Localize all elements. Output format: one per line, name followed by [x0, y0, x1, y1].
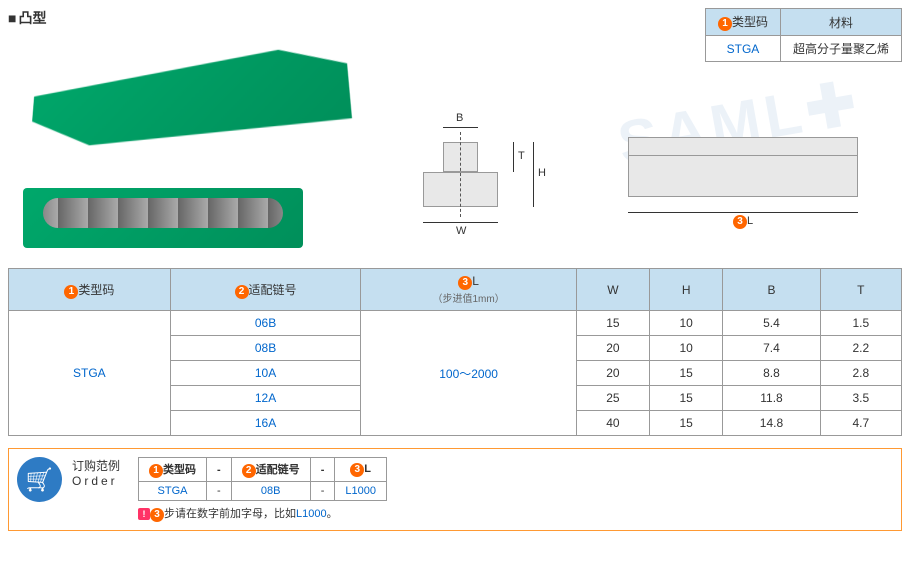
mat-cell-material: 超高分子量聚乙烯: [780, 36, 901, 62]
th-type: 1类型码: [9, 269, 171, 311]
th-chain: 2适配链号: [170, 269, 361, 311]
th-l: 3L（步进值1mm）: [361, 269, 576, 311]
order-table: 1类型码 - 2适配链号 - 3L STGA - 08B - L1000: [138, 457, 387, 501]
technical-diagram: B W T H 3L: [398, 72, 902, 242]
th-b: B: [723, 269, 820, 311]
th-h: H: [650, 269, 723, 311]
table-row: STGA06B100～200015105.41.5: [9, 311, 902, 336]
cart-icon: [17, 457, 62, 502]
product-render-top: [23, 53, 343, 143]
order-note: !3步请在数字前加字母，比如L1000。: [138, 505, 387, 522]
mat-header-material: 材料: [780, 9, 901, 36]
order-label-en: Order: [72, 474, 120, 488]
order-label-cn: 订购范例: [72, 457, 120, 474]
section-title: 凸型: [8, 8, 388, 28]
th-t: T: [820, 269, 901, 311]
product-image-panel: 凸型: [8, 8, 388, 253]
material-table: 1类型码 材料 STGA 超高分子量聚乙烯: [705, 8, 902, 62]
th-w: W: [576, 269, 649, 311]
spec-table: 1类型码 2适配链号 3L（步进值1mm） W H B T STGA06B100…: [8, 268, 902, 436]
mat-cell-type: STGA: [705, 36, 780, 62]
order-example-box: 订购范例 Order 1类型码 - 2适配链号 - 3L STGA - 08B …: [8, 448, 902, 531]
mat-header-type: 1类型码: [705, 9, 780, 36]
product-render-bottom: [23, 188, 303, 248]
